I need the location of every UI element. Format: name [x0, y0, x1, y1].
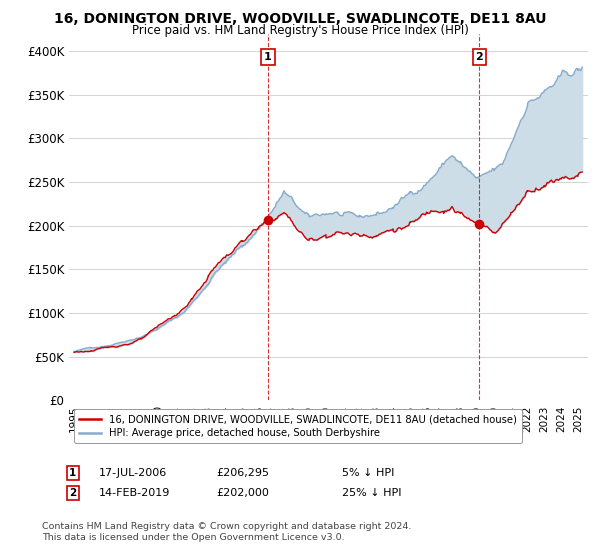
- Text: 25% ↓ HPI: 25% ↓ HPI: [342, 488, 401, 498]
- Text: 2: 2: [475, 52, 483, 62]
- Text: 2: 2: [69, 488, 76, 498]
- Text: 1: 1: [264, 52, 272, 62]
- Text: Price paid vs. HM Land Registry's House Price Index (HPI): Price paid vs. HM Land Registry's House …: [131, 24, 469, 36]
- Text: Contains HM Land Registry data © Crown copyright and database right 2024.: Contains HM Land Registry data © Crown c…: [42, 522, 412, 531]
- Text: £206,295: £206,295: [216, 468, 269, 478]
- Text: 14-FEB-2019: 14-FEB-2019: [99, 488, 170, 498]
- Text: 17-JUL-2006: 17-JUL-2006: [99, 468, 167, 478]
- Text: 5% ↓ HPI: 5% ↓ HPI: [342, 468, 394, 478]
- Legend: 16, DONINGTON DRIVE, WOODVILLE, SWADLINCOTE, DE11 8AU (detached house), HPI: Ave: 16, DONINGTON DRIVE, WOODVILLE, SWADLINC…: [74, 409, 522, 443]
- Text: £202,000: £202,000: [216, 488, 269, 498]
- Text: 1: 1: [69, 468, 76, 478]
- Text: This data is licensed under the Open Government Licence v3.0.: This data is licensed under the Open Gov…: [42, 533, 344, 542]
- Text: 16, DONINGTON DRIVE, WOODVILLE, SWADLINCOTE, DE11 8AU: 16, DONINGTON DRIVE, WOODVILLE, SWADLINC…: [54, 12, 546, 26]
